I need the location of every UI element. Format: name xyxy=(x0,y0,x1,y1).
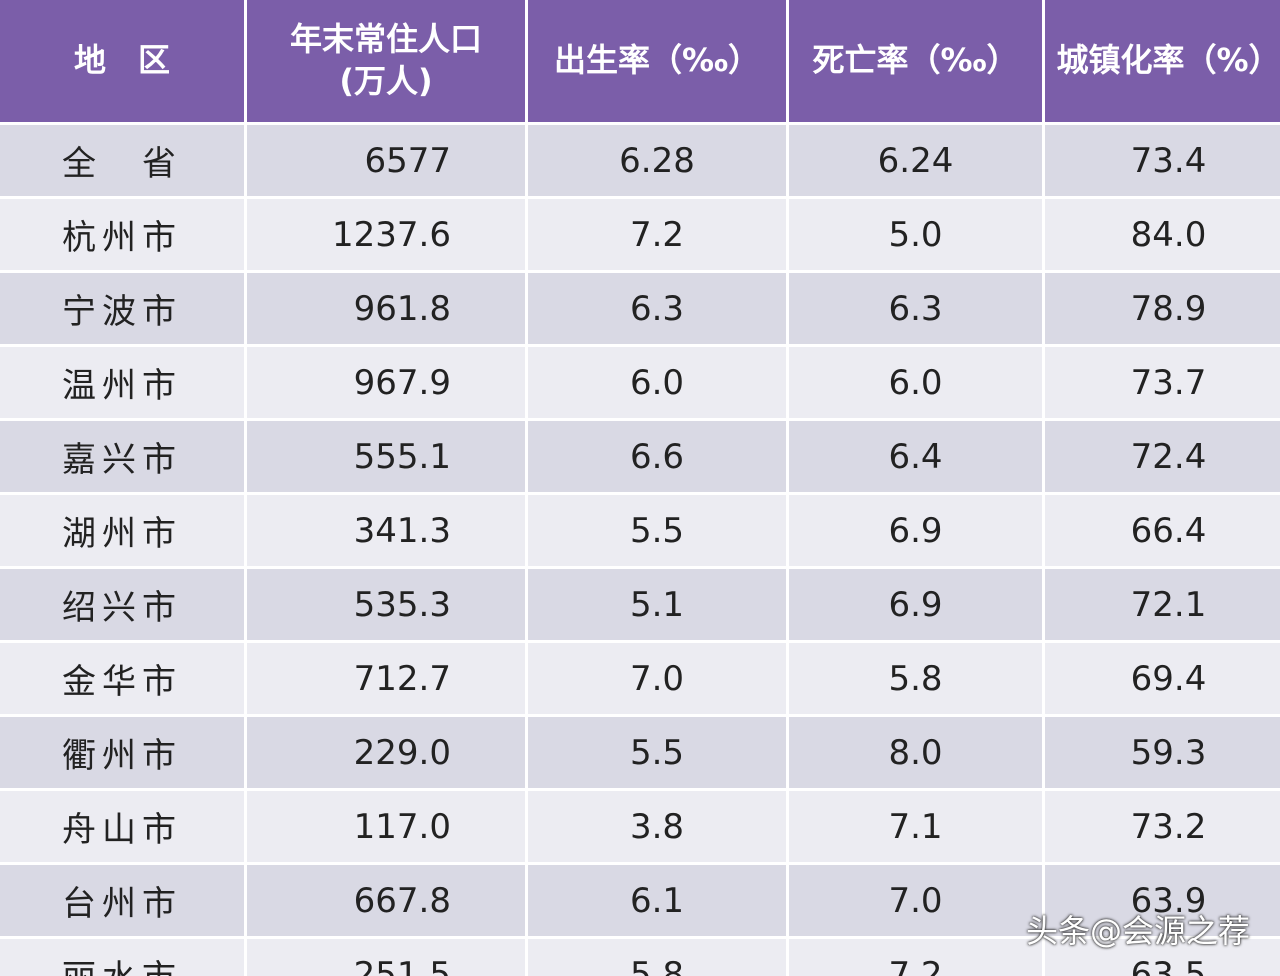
table-cell: 73.4 xyxy=(1045,125,1280,196)
table-cell: 杭州市 xyxy=(0,199,244,270)
table-cell: 丽水市 xyxy=(0,939,244,976)
table-cell: 5.1 xyxy=(528,569,786,640)
table-cell: 5.8 xyxy=(528,939,786,976)
table-cell: 961.8 xyxy=(247,273,525,344)
header-cell: 出生率（‰） xyxy=(528,0,786,122)
table-cell: 宁波市 xyxy=(0,273,244,344)
table-cell: 7.0 xyxy=(528,643,786,714)
table-cell: 嘉兴市 xyxy=(0,421,244,492)
table-cell: 7.2 xyxy=(789,939,1042,976)
table-cell: 63.5 xyxy=(1045,939,1280,976)
table-cell: 712.7 xyxy=(247,643,525,714)
table-cell: 3.8 xyxy=(528,791,786,862)
table-cell: 535.3 xyxy=(247,569,525,640)
table-cell: 6.0 xyxy=(528,347,786,418)
table-cell: 7.1 xyxy=(789,791,1042,862)
table-cell: 73.7 xyxy=(1045,347,1280,418)
table-cell: 6.9 xyxy=(789,569,1042,640)
table-cell: 6.24 xyxy=(789,125,1042,196)
table-cell: 6.1 xyxy=(528,865,786,936)
table-cell: 6.3 xyxy=(528,273,786,344)
table-cell: 1237.6 xyxy=(247,199,525,270)
table-cell: 69.4 xyxy=(1045,643,1280,714)
table-cell: 6.6 xyxy=(528,421,786,492)
table-cell: 6.0 xyxy=(789,347,1042,418)
table-cell: 555.1 xyxy=(247,421,525,492)
header-cell: 死亡率（‰） xyxy=(789,0,1042,122)
table-cell: 8.0 xyxy=(789,717,1042,788)
table-cell: 6.9 xyxy=(789,495,1042,566)
table-cell: 绍兴市 xyxy=(0,569,244,640)
table-cell: 台州市 xyxy=(0,865,244,936)
table-cell: 5.5 xyxy=(528,717,786,788)
table-cell: 6577 xyxy=(247,125,525,196)
table-cell: 7.2 xyxy=(528,199,786,270)
watermark: 头条@会源之荐 xyxy=(1025,912,1250,950)
table-cell: 229.0 xyxy=(247,717,525,788)
header-cell: 年末常住人口 (万人) xyxy=(247,0,525,122)
table-cell: 衢州市 xyxy=(0,717,244,788)
table-cell: 湖州市 xyxy=(0,495,244,566)
table-cell: 金华市 xyxy=(0,643,244,714)
table-cell: 6.28 xyxy=(528,125,786,196)
table-cell: 73.2 xyxy=(1045,791,1280,862)
header-cell: 城镇化率（%） xyxy=(1045,0,1280,122)
table-cell: 667.8 xyxy=(247,865,525,936)
table-cell: 5.8 xyxy=(789,643,1042,714)
table-cell: 967.9 xyxy=(247,347,525,418)
table-cell: 78.9 xyxy=(1045,273,1280,344)
table-cell: 341.3 xyxy=(247,495,525,566)
table-cell: 72.1 xyxy=(1045,569,1280,640)
table-cell: 全 省 xyxy=(0,125,244,196)
table-cell: 5.5 xyxy=(528,495,786,566)
table-cell: 84.0 xyxy=(1045,199,1280,270)
table-cell: 6.4 xyxy=(789,421,1042,492)
table-cell: 117.0 xyxy=(247,791,525,862)
table-cell: 63.9 xyxy=(1045,865,1280,936)
table-cell: 66.4 xyxy=(1045,495,1280,566)
table-cell: 5.0 xyxy=(789,199,1042,270)
table-cell: 72.4 xyxy=(1045,421,1280,492)
table-cell: 舟山市 xyxy=(0,791,244,862)
table-cell: 6.3 xyxy=(789,273,1042,344)
table-cell: 59.3 xyxy=(1045,717,1280,788)
table-cell: 251.5 xyxy=(247,939,525,976)
table-cell: 7.0 xyxy=(789,865,1042,936)
header-cell: 地 区 xyxy=(0,0,244,122)
table-cell: 温州市 xyxy=(0,347,244,418)
